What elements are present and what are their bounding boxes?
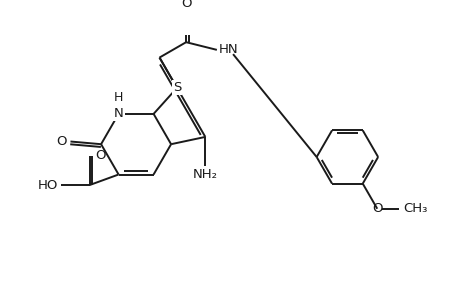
Text: H: H — [114, 91, 123, 104]
Text: O: O — [56, 135, 67, 148]
Text: NH₂: NH₂ — [192, 168, 218, 181]
Text: HO: HO — [38, 178, 58, 191]
Text: CH₃: CH₃ — [403, 202, 427, 215]
Text: O: O — [180, 0, 191, 10]
Text: O: O — [95, 149, 105, 163]
Text: S: S — [173, 81, 181, 94]
Text: N: N — [113, 107, 123, 120]
Text: HN: HN — [218, 44, 238, 56]
Text: O: O — [371, 202, 382, 215]
